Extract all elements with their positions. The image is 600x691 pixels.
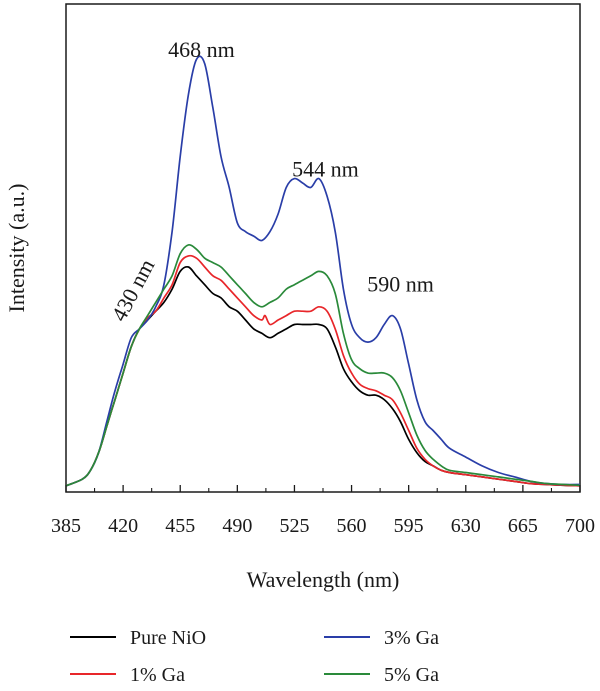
series-layer — [65, 55, 581, 487]
x-axis-title: Wavelength (nm) — [247, 567, 400, 592]
series-line-1pct-ga — [65, 254, 581, 487]
peak-annotation-468-nm: 468 nm — [168, 37, 235, 62]
peak-annotation-544-nm: 544 nm — [292, 156, 359, 181]
x-tick-label: 700 — [565, 515, 595, 537]
peak-annotation-590-nm: 590 nm — [367, 271, 434, 296]
x-tick-label: 420 — [108, 515, 138, 537]
x-tick-label: 630 — [451, 515, 481, 537]
series-line-3pct-ga — [65, 55, 581, 487]
x-tick-label: 385 — [51, 515, 81, 537]
x-tick-label: 525 — [279, 515, 309, 537]
y-axis-title: Intensity (a.u.) — [4, 184, 29, 313]
legend-label-5pct-ga: 5% Ga — [384, 664, 439, 686]
x-tick-label: 490 — [222, 515, 252, 537]
legend-label-3pct-ga: 3% Ga — [384, 627, 439, 649]
series-line-5pct-ga — [65, 243, 581, 487]
series-line-pure-nio — [65, 265, 581, 487]
x-axis: 385 420 455 490 525 560 595 630 665 700 — [51, 485, 595, 537]
plot-frame — [65, 3, 581, 493]
legend-label-pure-nio: Pure NiO — [130, 627, 206, 649]
x-tick-label: 665 — [508, 515, 538, 537]
x-tick-label: 595 — [394, 515, 424, 537]
legend-label-1pct-ga: 1% Ga — [130, 664, 185, 686]
x-tick-label: 560 — [337, 515, 367, 537]
legend: Pure NiO 3% Ga 1% Ga 5% Ga — [70, 627, 439, 686]
x-tick-label: 455 — [165, 515, 195, 537]
